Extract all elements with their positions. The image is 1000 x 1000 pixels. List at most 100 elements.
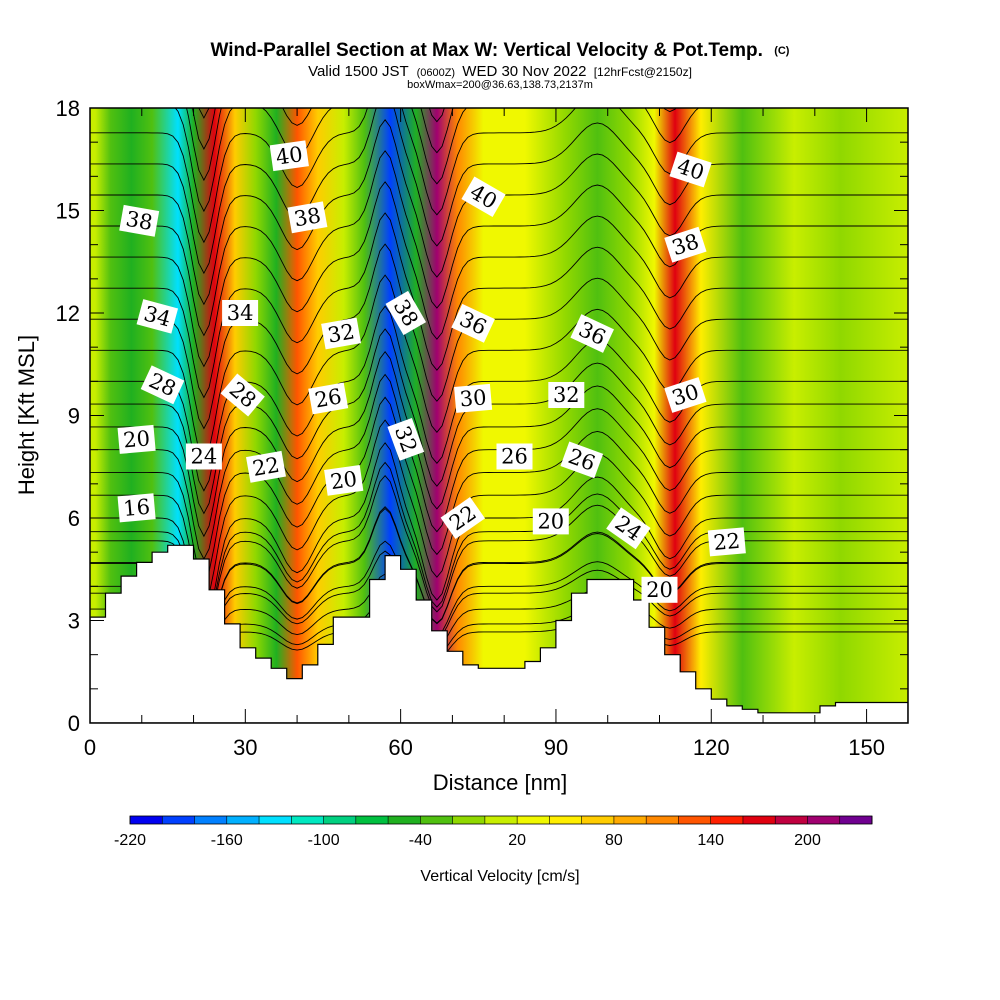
contour-label: 38 <box>119 204 160 237</box>
contour-label-box <box>269 140 309 172</box>
svg-text:Wind-Parallel Section at Max W: Wind-Parallel Section at Max W: Vertical… <box>211 40 790 61</box>
colorbar-swatch <box>194 816 228 824</box>
colorbar-swatch <box>839 816 873 824</box>
title-utc: (0600Z) <box>417 67 456 79</box>
x-tick-label: 150 <box>848 735 885 760</box>
contour-label-box <box>185 443 222 470</box>
theta-contour-line <box>90 507 908 645</box>
contour-label: 22 <box>707 527 746 557</box>
contour-label-text: 24 <box>191 445 218 469</box>
colorbar-swatch <box>355 816 389 824</box>
y-tick-label: 0 <box>68 711 80 736</box>
colorbar-swatch <box>162 816 196 824</box>
contour-label: 20 <box>117 424 156 454</box>
theta-contour-line <box>90 461 908 634</box>
contour-label: 26 <box>496 443 533 470</box>
theta-contour-line <box>90 540 908 653</box>
contour-label-box <box>385 290 427 336</box>
contour-label-box <box>220 373 265 417</box>
contour-label-box <box>119 204 160 237</box>
title-box-wmax: boxWmax=200@36.63,138.73,2137m <box>407 79 593 91</box>
theta-contour-line <box>90 274 908 461</box>
contour-label-box <box>136 299 179 334</box>
contour-label: 26 <box>308 382 349 415</box>
contour-label-text: 38 <box>292 203 322 231</box>
colorbar-swatch <box>549 816 583 824</box>
contour-label-box <box>140 365 185 405</box>
contour-label: 30 <box>454 383 493 413</box>
colorbar-swatch <box>581 816 615 824</box>
y-tick-label: 3 <box>68 609 80 634</box>
y-axis: 0 3 6 9 12 15 18 <box>56 96 908 736</box>
contour-label-text: 38 <box>124 207 154 235</box>
colorbar-swatch <box>710 816 744 824</box>
theta-contour-line <box>90 150 908 337</box>
x-axis: 0 30 60 90 120 150 <box>84 108 885 760</box>
chart-title: Wind-Parallel Section at Max W: Vertical… <box>211 40 790 91</box>
colorbar-swatch <box>420 816 454 824</box>
contour-label: 20 <box>324 465 364 496</box>
theta-contour-line <box>90 328 908 515</box>
colorbar-tick-label: -100 <box>308 832 340 849</box>
colorbar-tick-label: 200 <box>794 832 821 849</box>
colorbar-tick-label: -160 <box>211 832 243 849</box>
title-forecast: [12hrFcst@2150z] <box>594 65 692 79</box>
title-valid: Valid 1500 JST <box>308 63 408 80</box>
contour-label: 32 <box>548 382 585 408</box>
colorbar-swatch <box>226 816 260 824</box>
theta-contour-line <box>90 396 908 583</box>
contour-label: 38 <box>287 201 328 234</box>
contour-label-box <box>532 508 569 535</box>
colorbar-tick-label: -40 <box>409 832 432 849</box>
theta-contour-line <box>90 573 908 661</box>
contour-label-text: 20 <box>537 509 564 533</box>
theta-contour-line <box>90 108 908 275</box>
contour-label: 40 <box>269 140 309 172</box>
title-copyright: (C) <box>774 45 790 57</box>
contour-label-box <box>117 493 156 523</box>
theta-contour-line <box>90 350 908 538</box>
colorbar-swatch <box>323 816 357 824</box>
contour-label-text: 26 <box>313 384 343 412</box>
velocity-field <box>90 108 908 723</box>
contour-label-text: 32 <box>326 319 356 347</box>
contour-label-box <box>707 527 746 557</box>
contour-label-box <box>308 382 349 415</box>
contour-label-box <box>669 151 712 188</box>
colorbar-swatch <box>613 816 647 824</box>
contour-label: 34 <box>136 299 179 334</box>
colorbar-tick-label: 140 <box>697 832 724 849</box>
theta-contour-line <box>90 305 908 492</box>
colorbar: -220 -160 -100 -40 20 80 140 200 <box>114 815 873 849</box>
contour-label-box <box>324 465 364 496</box>
y-tick-label: 12 <box>56 301 80 326</box>
contour-label: 34 <box>222 300 259 326</box>
contour-label: 24 <box>185 443 222 470</box>
contour-label-text: 20 <box>122 426 151 452</box>
colorbar-swatch <box>742 816 776 824</box>
colorbar-swatch <box>388 816 421 824</box>
contour-label-text: 22 <box>251 453 281 481</box>
y-tick-label: 9 <box>68 404 80 429</box>
colorbar-swatch <box>484 816 518 824</box>
contour-label-box <box>287 201 328 234</box>
theta-contour-line <box>90 475 908 637</box>
theta-contour-line <box>90 419 908 606</box>
x-tick-label: 0 <box>84 735 96 760</box>
x-tick-label: 120 <box>693 735 730 760</box>
contour-label-box <box>440 497 486 539</box>
theta-contour-line <box>90 108 908 244</box>
contour-label-box <box>117 424 156 454</box>
contour-label: 20 <box>532 508 569 535</box>
y-tick-label: 15 <box>56 199 80 224</box>
contour-label-text: 16 <box>122 495 151 521</box>
terrain <box>90 544 908 723</box>
y-tick-label: 18 <box>56 96 80 121</box>
colorbar-label: Vertical Velocity [cm/s] <box>420 868 579 885</box>
contour-label-box <box>606 507 651 550</box>
contour-label-box <box>222 300 259 326</box>
theta-contour-line <box>90 243 908 430</box>
contour-label-box <box>664 377 707 413</box>
